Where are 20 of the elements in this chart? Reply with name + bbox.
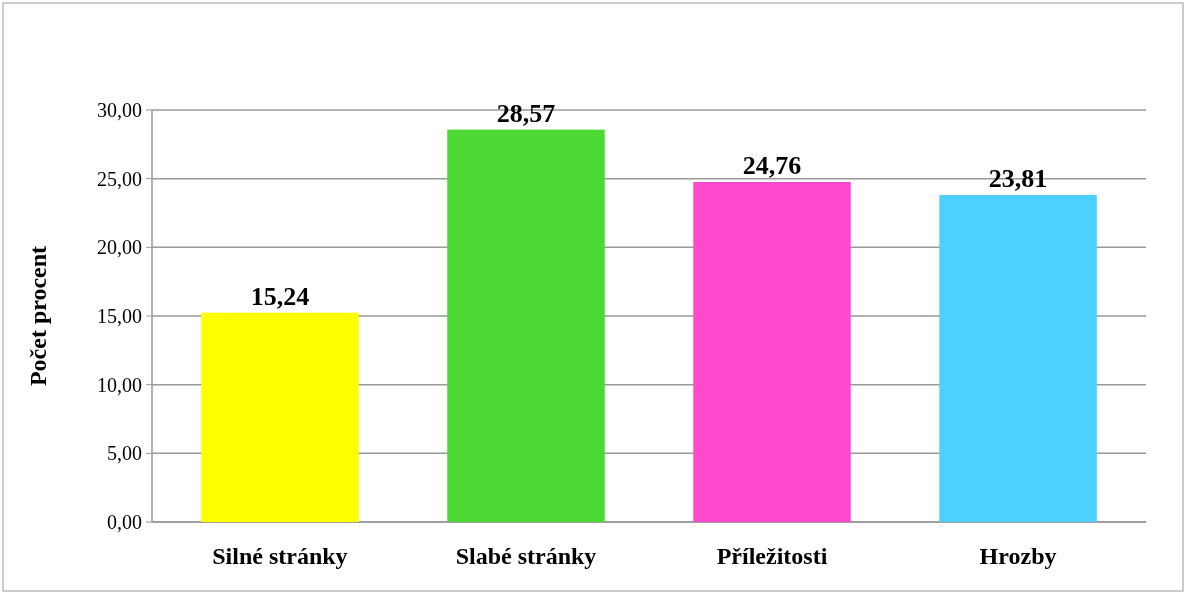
data-label: 28,57 (496, 98, 556, 128)
bar (447, 129, 605, 522)
y-tick-label: 15,00 (97, 305, 142, 327)
bar (939, 195, 1097, 522)
y-tick-label: 25,00 (97, 167, 142, 190)
y-tick-label: 0,00 (107, 511, 142, 533)
y-tick-label: 10,00 (97, 373, 142, 396)
x-tick-label: Příležitosti (716, 543, 828, 569)
y-tick-label: 5,00 (107, 442, 142, 465)
bar (201, 312, 359, 522)
data-label: 24,76 (742, 150, 802, 180)
x-tick-label: Hrozby (979, 543, 1057, 569)
x-tick-label: Slabé stránky (455, 543, 597, 569)
x-tick-label: Silné stránky (212, 543, 348, 569)
data-label: 15,24 (250, 281, 310, 311)
y-tick-label: 20,00 (97, 236, 142, 259)
data-label: 23,81 (988, 164, 1048, 194)
y-axis-title: Počet procent (25, 245, 51, 387)
bar (693, 181, 851, 522)
y-tick-label: 30,00 (97, 99, 142, 121)
